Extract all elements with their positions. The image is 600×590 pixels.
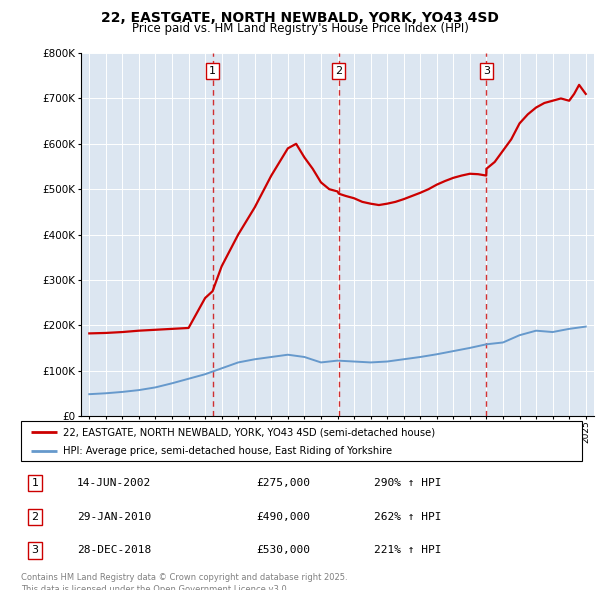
Text: 22, EASTGATE, NORTH NEWBALD, YORK, YO43 4SD (semi-detached house): 22, EASTGATE, NORTH NEWBALD, YORK, YO43 … [63, 427, 435, 437]
Text: 29-JAN-2010: 29-JAN-2010 [77, 512, 151, 522]
FancyBboxPatch shape [21, 421, 582, 461]
Text: 2: 2 [31, 512, 38, 522]
Text: £530,000: £530,000 [257, 545, 311, 555]
Text: HPI: Average price, semi-detached house, East Riding of Yorkshire: HPI: Average price, semi-detached house,… [63, 445, 392, 455]
Text: 221% ↑ HPI: 221% ↑ HPI [374, 545, 442, 555]
Text: 3: 3 [483, 66, 490, 76]
Text: £490,000: £490,000 [257, 512, 311, 522]
Text: Price paid vs. HM Land Registry's House Price Index (HPI): Price paid vs. HM Land Registry's House … [131, 22, 469, 35]
Text: 1: 1 [32, 478, 38, 489]
Text: 3: 3 [32, 545, 38, 555]
Text: 262% ↑ HPI: 262% ↑ HPI [374, 512, 442, 522]
Text: 2: 2 [335, 66, 343, 76]
Text: 290% ↑ HPI: 290% ↑ HPI [374, 478, 442, 489]
Text: 1: 1 [209, 66, 216, 76]
Text: £275,000: £275,000 [257, 478, 311, 489]
Text: 28-DEC-2018: 28-DEC-2018 [77, 545, 151, 555]
Text: Contains HM Land Registry data © Crown copyright and database right 2025.
This d: Contains HM Land Registry data © Crown c… [21, 573, 347, 590]
Text: 14-JUN-2002: 14-JUN-2002 [77, 478, 151, 489]
Text: 22, EASTGATE, NORTH NEWBALD, YORK, YO43 4SD: 22, EASTGATE, NORTH NEWBALD, YORK, YO43 … [101, 11, 499, 25]
